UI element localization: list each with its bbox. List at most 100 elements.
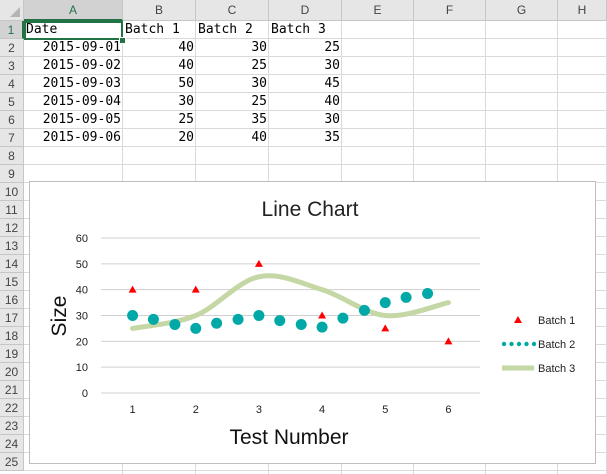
y-tick-label: 40 <box>76 285 88 297</box>
fill-handle[interactable] <box>119 37 126 44</box>
row-header-22[interactable]: 22 <box>0 399 24 417</box>
row-header-14[interactable]: 14 <box>0 255 24 273</box>
row-header-25[interactable]: 25 <box>0 453 24 471</box>
cell-b6[interactable]: 25 <box>178 112 194 127</box>
grid-row-line <box>24 146 607 147</box>
cell-b2[interactable]: 40 <box>178 40 194 55</box>
column-header-c[interactable]: C <box>196 0 269 21</box>
cell-c6[interactable]: 35 <box>251 112 267 127</box>
cell-b3[interactable]: 40 <box>178 58 194 73</box>
cell-a7[interactable]: 2015-09-06 <box>42 130 121 145</box>
legend-batch-2-marker <box>501 341 507 347</box>
grid-row-line <box>24 164 607 165</box>
grid-row-line <box>24 92 607 93</box>
row-header-20[interactable]: 20 <box>0 363 24 381</box>
row-header-24[interactable]: 24 <box>0 435 24 453</box>
row-header-7[interactable]: 7 <box>0 129 24 147</box>
cell-a5[interactable]: 2015-09-04 <box>42 94 121 109</box>
cell-a3[interactable]: 2015-09-02 <box>42 58 121 73</box>
column-header-a[interactable]: A <box>24 0 123 21</box>
row-header-21[interactable]: 21 <box>0 381 24 399</box>
x-tick-label: 4 <box>319 404 325 416</box>
cell-d3[interactable]: 30 <box>324 58 340 73</box>
cell-c3[interactable]: 25 <box>251 58 267 73</box>
row-header-3[interactable]: 3 <box>0 57 24 75</box>
row-header-18[interactable]: 18 <box>0 327 24 345</box>
series-batch-2-point <box>190 322 202 334</box>
series-batch-2-point <box>169 319 181 331</box>
line-chart[interactable]: Line Chart 0 10 20 30 40 50 60 1 2 3 4 5 6 Test Number… <box>29 181 596 464</box>
y-tick-label: 50 <box>76 259 88 271</box>
legend-batch-2-marker <box>531 341 537 347</box>
row-header-1[interactable]: 1 <box>0 21 24 39</box>
row-header-9[interactable]: 9 <box>0 165 24 183</box>
row-header-4[interactable]: 4 <box>0 75 24 93</box>
grid-row-line <box>24 74 607 75</box>
x-axis-label: Test Number <box>229 426 348 449</box>
column-header-f[interactable]: F <box>414 0 486 21</box>
row-header-17[interactable]: 17 <box>0 309 24 327</box>
cell-d1[interactable]: Batch 3 <box>271 22 326 37</box>
row-header-11[interactable]: 11 <box>0 201 24 219</box>
x-tick-label: 2 <box>193 404 199 416</box>
cell-d6[interactable]: 30 <box>324 112 340 127</box>
legend-batch-2-label: Batch 2 <box>538 339 575 351</box>
row-header-15[interactable]: 15 <box>0 273 24 291</box>
cell-c5[interactable]: 25 <box>251 94 267 109</box>
row-header-19[interactable]: 19 <box>0 345 24 363</box>
series-batch-1-point <box>381 324 390 332</box>
row-header-10[interactable]: 10 <box>0 183 24 201</box>
grid-row-line <box>24 110 607 111</box>
select-all-button[interactable] <box>0 0 24 21</box>
cell-a4[interactable]: 2015-09-03 <box>42 76 121 91</box>
x-tick-label: 3 <box>256 404 262 416</box>
row-header-8[interactable]: 8 <box>0 147 24 165</box>
series-batch-2-point <box>422 288 434 300</box>
legend-batch-1-marker <box>514 316 522 323</box>
cell-a1[interactable]: Date <box>26 22 58 37</box>
cell-c2[interactable]: 30 <box>251 40 267 55</box>
cell-c4[interactable]: 30 <box>251 76 267 91</box>
cell-c7[interactable]: 40 <box>251 130 267 145</box>
row-header-13[interactable]: 13 <box>0 237 24 255</box>
y-tick-label: 10 <box>76 362 88 374</box>
column-header-g[interactable]: G <box>486 0 558 21</box>
series-batch-2-point <box>379 297 391 309</box>
series-batch-1-point <box>444 337 453 345</box>
cell-d5[interactable]: 40 <box>324 94 340 109</box>
y-tick-label: 60 <box>76 233 88 245</box>
series-batch-2-point <box>274 315 286 327</box>
cell-d7[interactable]: 35 <box>324 130 340 145</box>
cell-c1[interactable]: Batch 2 <box>198 22 253 37</box>
chart-canvas: Line Chart 0 10 20 30 40 50 60 1 2 3 4 5 6 Test Number… <box>48 198 575 449</box>
column-header-h[interactable]: H <box>558 0 607 21</box>
series-batch-1-point <box>191 285 200 293</box>
row-header-2[interactable]: 2 <box>0 39 24 57</box>
cell-b4[interactable]: 50 <box>178 76 194 91</box>
active-cell[interactable] <box>24 21 123 40</box>
row-header-23[interactable]: 23 <box>0 417 24 435</box>
series-batch-1-point <box>318 311 327 319</box>
x-tick-label: 5 <box>382 404 388 416</box>
column-header-d[interactable]: D <box>269 0 342 21</box>
column-header-e[interactable]: E <box>342 0 414 21</box>
cell-b1[interactable]: Batch 1 <box>125 22 180 37</box>
series-batch-2-point <box>316 321 328 333</box>
series-batch-2-point <box>253 310 265 321</box>
cell-b7[interactable]: 20 <box>178 130 194 145</box>
cell-a2[interactable]: 2015-09-01 <box>42 40 121 55</box>
row-header-6[interactable]: 6 <box>0 111 24 129</box>
y-tick-label: 20 <box>76 336 88 348</box>
cell-d2[interactable]: 25 <box>324 40 340 55</box>
row-header-16[interactable]: 16 <box>0 291 24 309</box>
cell-b5[interactable]: 30 <box>178 94 194 109</box>
row-header-12[interactable]: 12 <box>0 219 24 237</box>
legend-batch-3-label: Batch 3 <box>538 363 575 375</box>
column-header-b[interactable]: B <box>123 0 196 21</box>
cell-a6[interactable]: 2015-09-05 <box>42 112 121 127</box>
row-header-5[interactable]: 5 <box>0 93 24 111</box>
cell-d4[interactable]: 45 <box>324 76 340 91</box>
series-batch-2-point <box>211 317 223 329</box>
grid-row-line <box>24 38 607 39</box>
